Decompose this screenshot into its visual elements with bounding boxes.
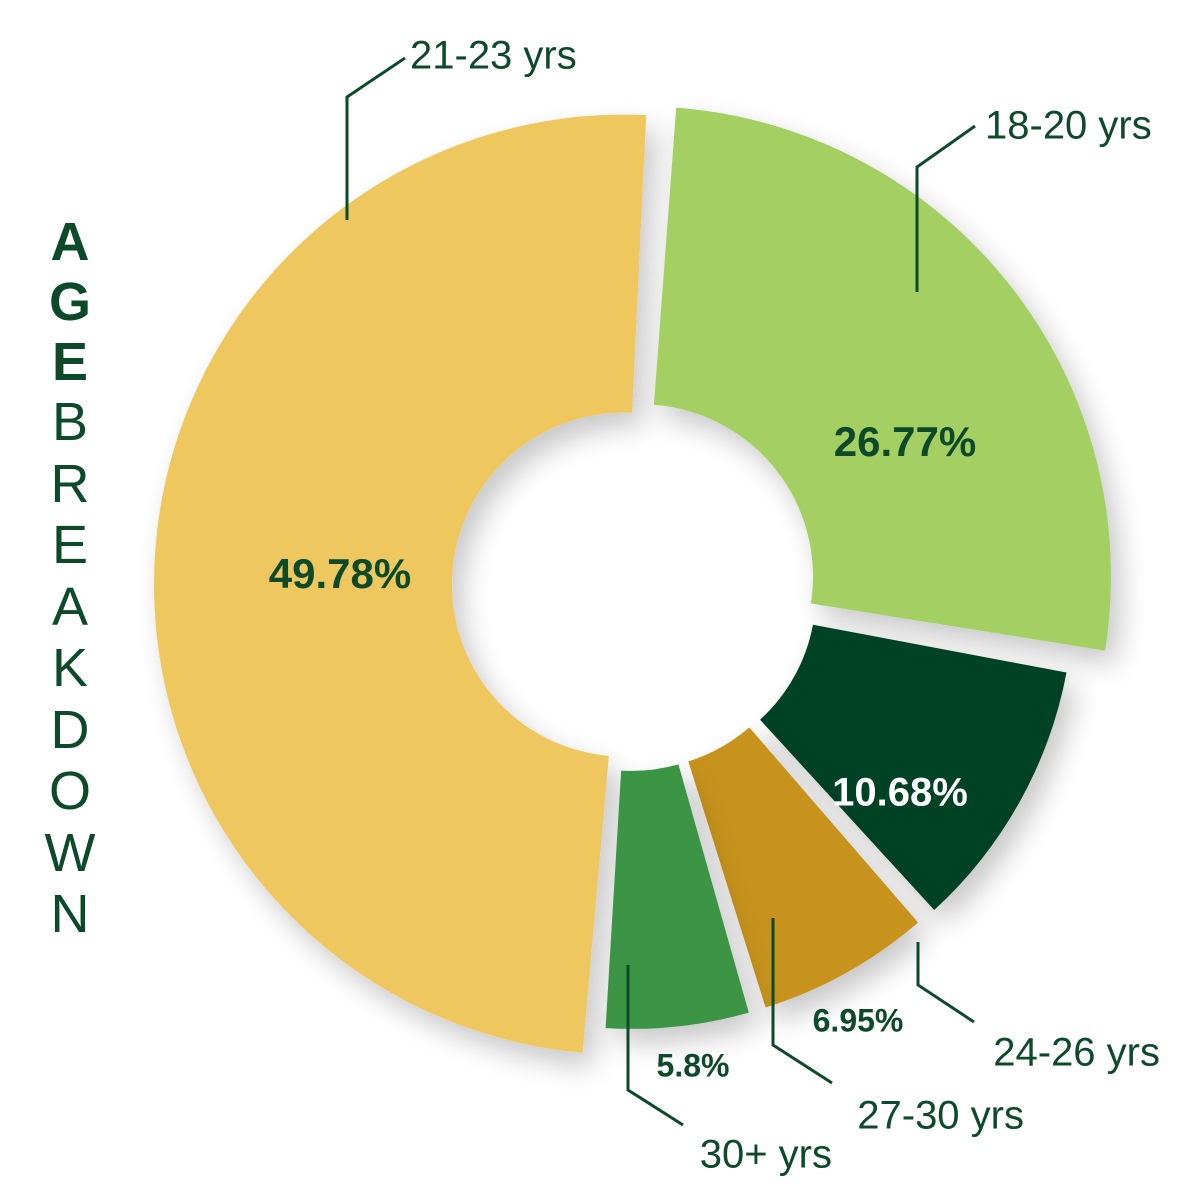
slice-21-23-yrs [154,114,647,1053]
leader-line [771,918,833,1085]
title-letter: B [51,392,89,452]
slice-category-label: 24-26 yrs [993,1031,1160,1075]
leader-line [916,942,975,1024]
title-letter: G [48,272,91,332]
slice-18-20-yrs [653,107,1111,651]
leader-line [345,56,406,220]
title-letter: E [51,515,89,575]
slice-30-yrs [605,764,749,1029]
title-letter: R [50,453,90,514]
slice-value-label: 5.8% [657,1047,730,1083]
slice-category-label: 30+ yrs [700,1133,832,1177]
leader-line [915,124,976,292]
title-letter: O [48,761,91,821]
leader-line [626,965,684,1127]
title-letter: K [51,638,89,698]
slice-value-label: 49.78% [269,550,411,597]
slice-category-label: 27-30 yrs [857,1094,1024,1138]
title-letter: N [50,884,90,944]
slice-value-label: 6.95% [813,1002,904,1038]
slice-category-label: 21-23 yrs [410,34,577,78]
chart-title: A G E B R E A K D O W N [44,212,96,946]
slice-value-label: 26.77% [834,418,976,465]
slice-27-30-yrs [688,727,919,1008]
title-letter: E [51,332,89,392]
title-letter: A [51,576,89,637]
slice-category-label: 18-20 yrs [985,104,1152,148]
title-letter: D [50,699,90,760]
title-letter: W [44,822,96,883]
slice-24-26-yrs [760,624,1067,911]
slice-value-label: 10.68% [832,771,968,815]
title-letter: A [50,212,90,272]
